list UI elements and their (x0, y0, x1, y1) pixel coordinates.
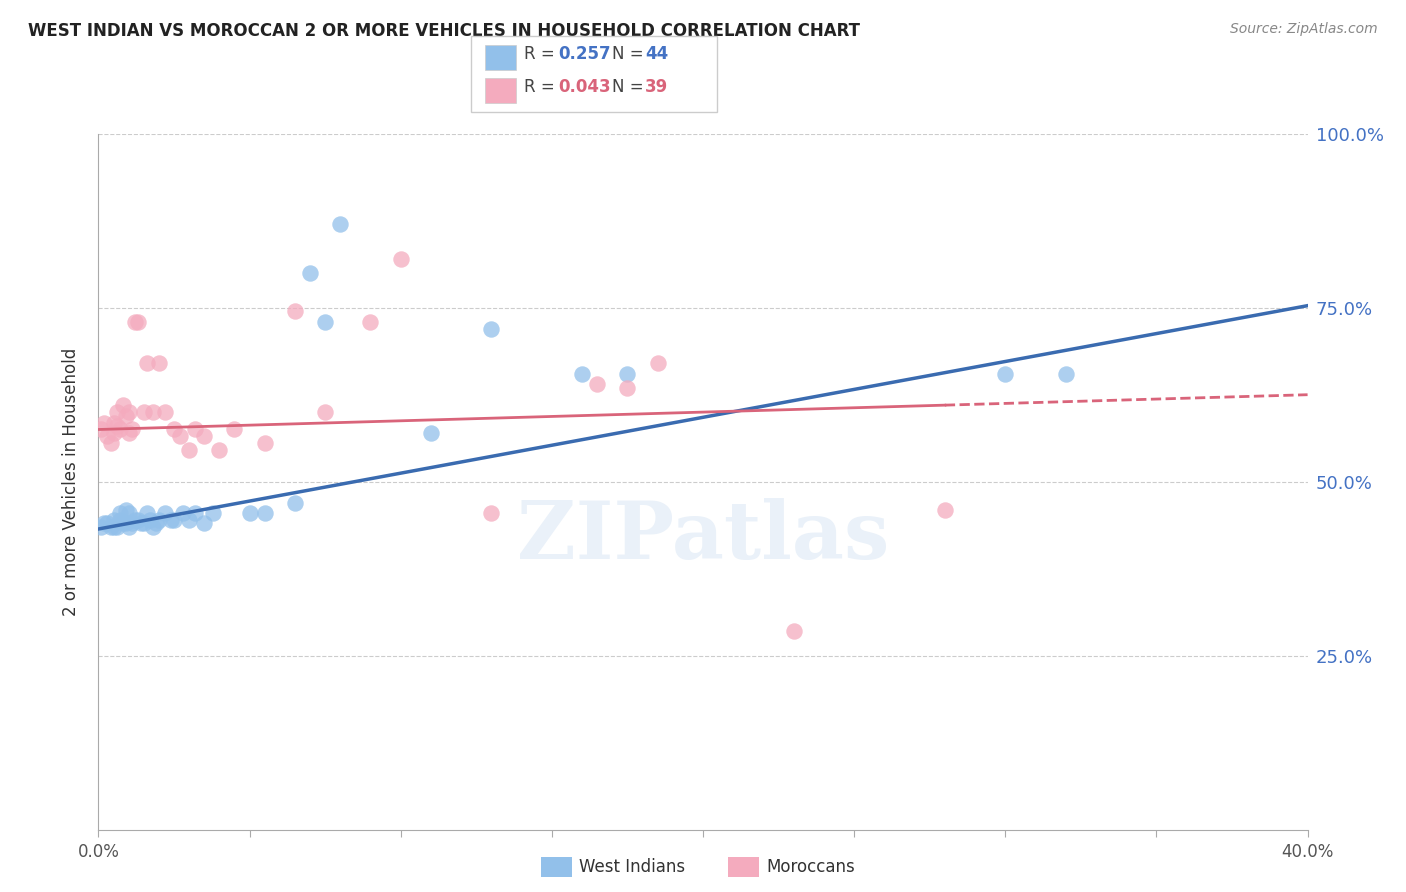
Point (224, 423, 246, 437)
Point (179, 513, 201, 527)
Point (114, 516, 136, 531)
Point (163, 423, 186, 437)
Point (481, 506, 503, 520)
Point (163, 513, 186, 527)
Point (193, 429, 215, 443)
Point (111, 398, 134, 412)
Point (184, 423, 207, 437)
Text: WEST INDIAN VS MOROCCAN 2 OR MORE VEHICLES IN HOUSEHOLD CORRELATION CHART: WEST INDIAN VS MOROCCAN 2 OR MORE VEHICL… (28, 22, 860, 40)
Point (118, 425, 141, 440)
Point (184, 506, 207, 520)
Point (118, 506, 141, 520)
Point (647, 356, 669, 370)
Point (90, 423, 112, 437)
Point (994, 367, 1017, 381)
Point (329, 217, 352, 231)
Point (160, 513, 183, 527)
Text: N =: N = (612, 78, 643, 96)
Point (389, 252, 412, 266)
Point (148, 513, 170, 527)
Point (93, 516, 115, 531)
Point (93, 416, 115, 430)
Point (253, 506, 276, 520)
Text: 0.043: 0.043 (558, 78, 610, 96)
Point (105, 419, 128, 434)
Point (124, 315, 146, 329)
Point (108, 506, 131, 520)
Point (118, 405, 141, 419)
Text: 0.257: 0.257 (558, 45, 610, 63)
Point (193, 516, 215, 531)
Point (139, 513, 162, 527)
Point (121, 423, 143, 437)
Point (111, 516, 134, 531)
Point (299, 266, 322, 280)
Point (239, 506, 262, 520)
Point (96, 516, 118, 531)
Point (934, 502, 956, 516)
Text: Source: ZipAtlas.com: Source: ZipAtlas.com (1230, 22, 1378, 37)
Point (132, 405, 155, 419)
Point (114, 502, 136, 516)
Text: R =: R = (524, 45, 555, 63)
Point (314, 315, 336, 329)
Y-axis label: 2 or more Vehicles in Household: 2 or more Vehicles in Household (62, 348, 80, 615)
Point (132, 516, 155, 531)
Point (169, 429, 191, 443)
Point (179, 443, 201, 458)
Point (783, 624, 806, 639)
Point (284, 304, 307, 318)
Point (100, 436, 122, 450)
Point (142, 520, 165, 534)
Point (96, 429, 118, 443)
Point (481, 321, 503, 335)
Point (616, 367, 638, 381)
Text: 39: 39 (645, 78, 669, 96)
Text: 44: 44 (645, 45, 669, 63)
Point (103, 513, 125, 527)
Point (90, 520, 112, 534)
Text: ZIPatlas: ZIPatlas (517, 499, 889, 576)
Point (127, 315, 149, 329)
Point (148, 356, 170, 370)
Point (103, 520, 125, 534)
Text: R =: R = (524, 78, 555, 96)
Point (172, 506, 194, 520)
Point (121, 516, 143, 531)
Point (142, 405, 165, 419)
Point (153, 506, 176, 520)
Point (105, 405, 128, 419)
Point (114, 409, 136, 423)
Point (135, 506, 157, 520)
Text: N =: N = (612, 45, 643, 63)
Point (586, 377, 609, 392)
Point (124, 513, 146, 527)
Point (105, 520, 128, 534)
Point (202, 506, 225, 520)
Point (103, 416, 125, 430)
Point (208, 443, 231, 458)
Point (103, 425, 125, 440)
Point (108, 513, 131, 527)
Point (108, 423, 131, 437)
Text: West Indians: West Indians (579, 858, 685, 876)
Point (100, 520, 122, 534)
Point (253, 436, 276, 450)
Point (129, 516, 152, 531)
Point (616, 381, 638, 395)
Point (153, 405, 176, 419)
Point (145, 516, 167, 531)
Point (360, 315, 382, 329)
Point (1054, 367, 1077, 381)
Point (314, 405, 336, 419)
Point (127, 513, 149, 527)
Point (284, 495, 307, 509)
Point (135, 356, 157, 370)
Point (571, 367, 593, 381)
Text: Moroccans: Moroccans (766, 858, 855, 876)
Point (118, 520, 141, 534)
Point (420, 425, 443, 440)
